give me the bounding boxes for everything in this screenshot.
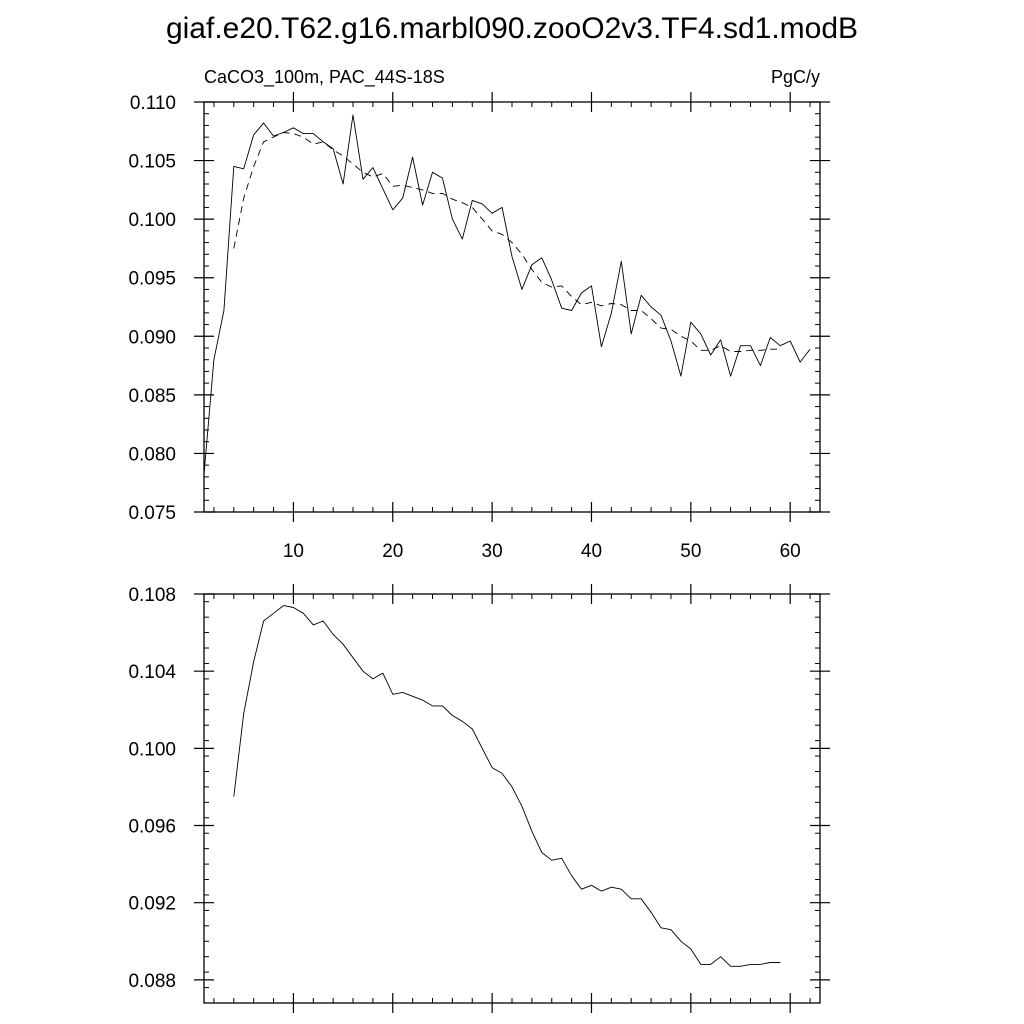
figure-title: giaf.e20.T62.g16.marbl090.zooO2v3.TF4.sd… [166,12,858,45]
bottom-plot-frame [203,593,821,1004]
top-y-tick-label: 0.090 [128,327,176,348]
top-y-tick-label: 0.110 [130,93,176,114]
top-y-tick-label: 0.080 [128,444,176,465]
bottom-y-tick-label: 0.096 [128,817,176,838]
bottom-y-tick-label: 0.088 [128,971,176,992]
top-y-tick-label: 0.095 [128,269,176,290]
top-x-tick-label: 30 [482,541,503,562]
top-subtitle-right: PgC/y [771,67,820,87]
top-x-tick-label: 40 [581,541,602,562]
bottom-y-tick-label: 0.100 [128,739,176,760]
top-x-tick-label: 20 [382,541,403,562]
top-panel: CaCO3_100m, PAC_44S-18S PgC/y 10 20 30 40 50… [128,67,830,562]
top-x-tick-label: 60 [780,541,801,562]
top-x-tick-label: 50 [680,541,701,562]
top-y-tick-label: 0.105 [128,152,176,173]
bottom-panel: 0.088 0.092 0.096 0.100 0.104 0.108 [128,584,830,1013]
top-plot-frame [203,101,821,513]
top-subtitle-left: CaCO3_100m, PAC_44S-18S [204,67,445,88]
bottom-series-solid-line [233,605,781,967]
top-y-tick-label: 0.075 [128,503,176,524]
top-x-tick-label: 10 [283,541,304,562]
bottom-y-tick-label: 0.092 [128,894,176,915]
bottom-y-tick-label: 0.108 [128,585,176,606]
top-series-solid-line [203,114,811,475]
bottom-y-tick-label: 0.104 [128,662,176,683]
top-y-tick-label: 0.100 [128,210,176,231]
top-series-dashed-line [233,132,781,352]
top-y-tick-label: 0.085 [128,386,176,407]
